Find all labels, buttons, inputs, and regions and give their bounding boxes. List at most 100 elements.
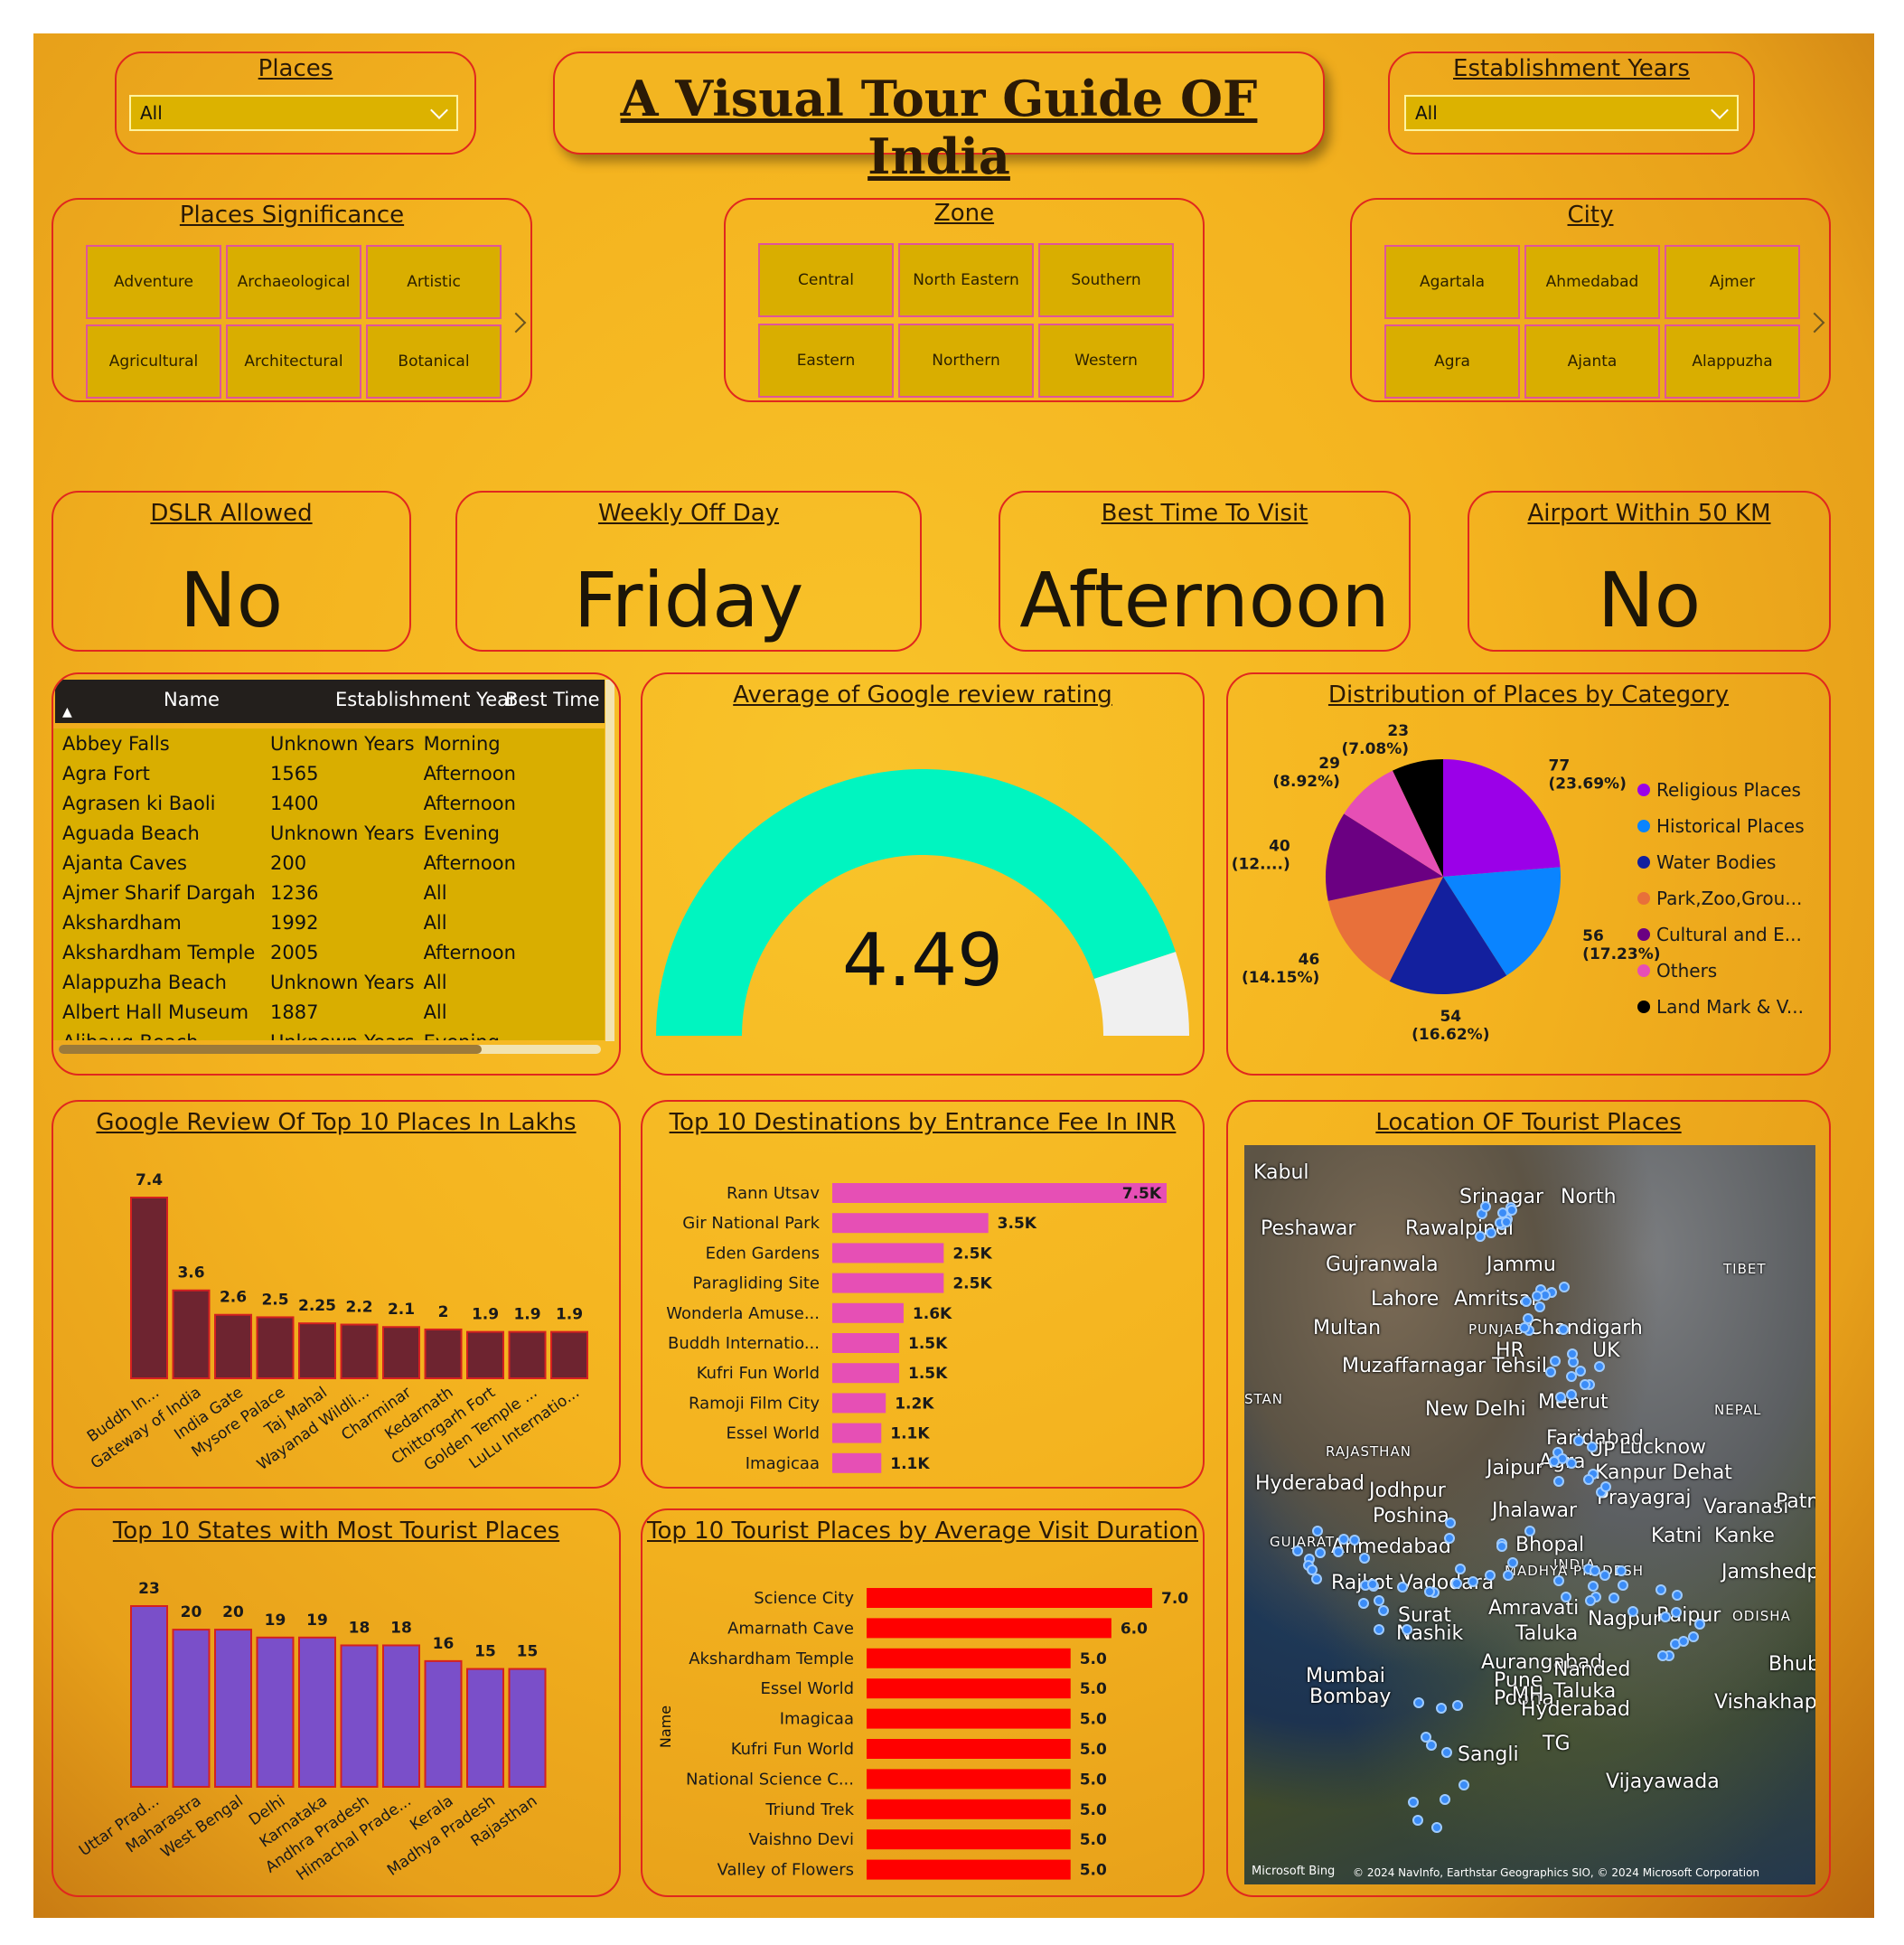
map-location-marker[interactable] bbox=[1560, 1591, 1571, 1602]
map-location-marker[interactable] bbox=[1582, 1474, 1594, 1486]
map-location-marker[interactable] bbox=[1311, 1574, 1323, 1585]
map-location-marker[interactable] bbox=[1549, 1455, 1561, 1467]
map-location-marker[interactable] bbox=[1579, 1378, 1590, 1390]
sort-ascending-icon[interactable]: ▲ bbox=[62, 705, 72, 719]
pie-slice[interactable] bbox=[1393, 759, 1443, 877]
table-row[interactable]: Albert Hall Museum 1887 All bbox=[53, 997, 516, 1027]
table-row[interactable]: Aguada Beach Unknown Years Evening bbox=[53, 818, 516, 848]
map-location-marker[interactable] bbox=[1506, 1556, 1518, 1568]
bar[interactable] bbox=[867, 1799, 1071, 1819]
pie-slice[interactable] bbox=[1443, 759, 1561, 877]
years-dropdown[interactable]: All bbox=[1404, 95, 1739, 131]
map-location-marker[interactable] bbox=[1458, 1780, 1470, 1791]
bar[interactable] bbox=[466, 1668, 504, 1788]
map-location-marker[interactable] bbox=[1467, 1575, 1478, 1587]
map-location-marker[interactable] bbox=[1671, 1590, 1683, 1602]
map-location-marker[interactable] bbox=[1401, 1623, 1412, 1635]
map-location-marker[interactable] bbox=[1600, 1480, 1612, 1492]
bar[interactable] bbox=[130, 1605, 168, 1788]
table-row[interactable]: Ajanta Caves 200 Afternoon bbox=[53, 848, 516, 878]
bar[interactable] bbox=[298, 1322, 336, 1380]
legend-entry[interactable]: Historical Places bbox=[1656, 815, 1805, 837]
map-location-marker[interactable] bbox=[1594, 1361, 1606, 1373]
map-location-marker[interactable] bbox=[1660, 1611, 1672, 1622]
zone-tile[interactable]: Western bbox=[1038, 324, 1174, 398]
city-tile[interactable]: Ajmer bbox=[1665, 245, 1800, 319]
bar[interactable] bbox=[832, 1183, 1167, 1203]
map-location-marker[interactable] bbox=[1496, 1540, 1507, 1552]
map-location-marker[interactable] bbox=[1615, 1564, 1627, 1576]
map-location-marker[interactable] bbox=[1544, 1366, 1556, 1377]
map-location-marker[interactable] bbox=[1558, 1282, 1570, 1293]
bar[interactable] bbox=[867, 1708, 1071, 1729]
pie-slice[interactable] bbox=[1326, 813, 1443, 901]
bar[interactable] bbox=[340, 1323, 379, 1380]
bar[interactable] bbox=[256, 1636, 295, 1788]
legend-entry[interactable]: Cultural and E... bbox=[1656, 924, 1802, 945]
map-location-marker[interactable] bbox=[1412, 1814, 1424, 1826]
map-location-marker[interactable] bbox=[1338, 1534, 1350, 1546]
pie-slice[interactable] bbox=[1327, 877, 1443, 982]
map-location-marker[interactable] bbox=[1550, 1356, 1562, 1367]
bar[interactable] bbox=[508, 1330, 547, 1380]
bar[interactable] bbox=[550, 1330, 588, 1380]
table-row[interactable]: Agrasen ki Baoli 1400 Afternoon bbox=[53, 788, 516, 818]
map-location-marker[interactable] bbox=[1552, 1475, 1564, 1487]
chevron-right-icon[interactable] bbox=[505, 312, 527, 334]
map-location-marker[interactable] bbox=[1587, 1581, 1599, 1593]
map-location-marker[interactable] bbox=[1503, 1569, 1515, 1581]
map-location-marker[interactable] bbox=[1500, 1217, 1512, 1228]
bar[interactable] bbox=[424, 1659, 463, 1788]
map-location-marker[interactable] bbox=[1358, 1598, 1370, 1610]
bar[interactable] bbox=[130, 1197, 168, 1379]
map-location-marker[interactable] bbox=[1291, 1546, 1303, 1557]
map-location-marker[interactable] bbox=[1474, 1231, 1486, 1243]
map-location-marker[interactable] bbox=[1420, 1731, 1431, 1743]
zone-tile[interactable]: Eastern bbox=[758, 324, 894, 398]
bar[interactable] bbox=[172, 1289, 211, 1379]
map-location-marker[interactable] bbox=[1524, 1526, 1535, 1537]
map-location-marker[interactable] bbox=[1584, 1595, 1596, 1607]
table-row[interactable]: Abbey Falls Unknown Years Morning bbox=[53, 728, 516, 758]
significance-tile[interactable]: Adventure bbox=[86, 245, 221, 319]
bar[interactable] bbox=[832, 1423, 882, 1443]
bar[interactable] bbox=[340, 1644, 379, 1789]
map-location-marker[interactable] bbox=[1314, 1547, 1326, 1559]
pie-slice[interactable] bbox=[1389, 877, 1507, 994]
bar[interactable] bbox=[214, 1313, 252, 1380]
significance-tile[interactable]: Botanical bbox=[366, 324, 502, 399]
map-location-marker[interactable] bbox=[1566, 1389, 1578, 1401]
map-location-marker[interactable] bbox=[1557, 1324, 1569, 1336]
bar[interactable] bbox=[832, 1213, 989, 1234]
map-location-marker[interactable] bbox=[1573, 1435, 1585, 1447]
bar[interactable] bbox=[832, 1333, 899, 1353]
bar[interactable] bbox=[867, 1588, 1152, 1608]
city-tile[interactable]: Agra bbox=[1384, 324, 1520, 399]
bar[interactable] bbox=[867, 1618, 1111, 1639]
pie-slice[interactable] bbox=[1443, 867, 1561, 976]
map-location-marker[interactable] bbox=[1608, 1592, 1619, 1603]
places-dropdown[interactable]: All bbox=[129, 95, 458, 131]
legend-entry[interactable]: Park,Zoo,Grou... bbox=[1656, 888, 1802, 909]
zone-tile[interactable]: Northern bbox=[898, 324, 1034, 398]
bar[interactable] bbox=[867, 1859, 1071, 1880]
table-row[interactable]: Alappuzha Beach Unknown Years All bbox=[53, 967, 516, 997]
bar[interactable] bbox=[424, 1328, 463, 1380]
legend-entry[interactable]: Others bbox=[1656, 960, 1717, 982]
table-row[interactable]: Ajmer Sharif Dargah 1236 All bbox=[53, 878, 516, 907]
zone-tile[interactable]: North Eastern bbox=[898, 243, 1034, 317]
map-location-marker[interactable] bbox=[1521, 1295, 1533, 1307]
map-location-marker[interactable] bbox=[1599, 1569, 1610, 1581]
map-location-marker[interactable] bbox=[1657, 1650, 1669, 1662]
significance-tile[interactable]: Agricultural bbox=[86, 324, 221, 399]
horizontal-scrollbar[interactable] bbox=[59, 1045, 601, 1054]
column-header-besttime[interactable]: Best Time to bbox=[505, 689, 605, 710]
city-tile[interactable]: Ahmedabad bbox=[1524, 245, 1660, 319]
bar[interactable] bbox=[867, 1769, 1071, 1790]
map-location-marker[interactable] bbox=[1671, 1607, 1683, 1619]
map-location-marker[interactable] bbox=[1555, 1392, 1567, 1404]
table-row[interactable]: Agra Fort 1565 Afternoon bbox=[53, 758, 516, 788]
map-location-marker[interactable] bbox=[1445, 1517, 1457, 1529]
map-location-marker[interactable] bbox=[1373, 1623, 1384, 1635]
significance-tile[interactable]: Architectural bbox=[226, 324, 361, 399]
